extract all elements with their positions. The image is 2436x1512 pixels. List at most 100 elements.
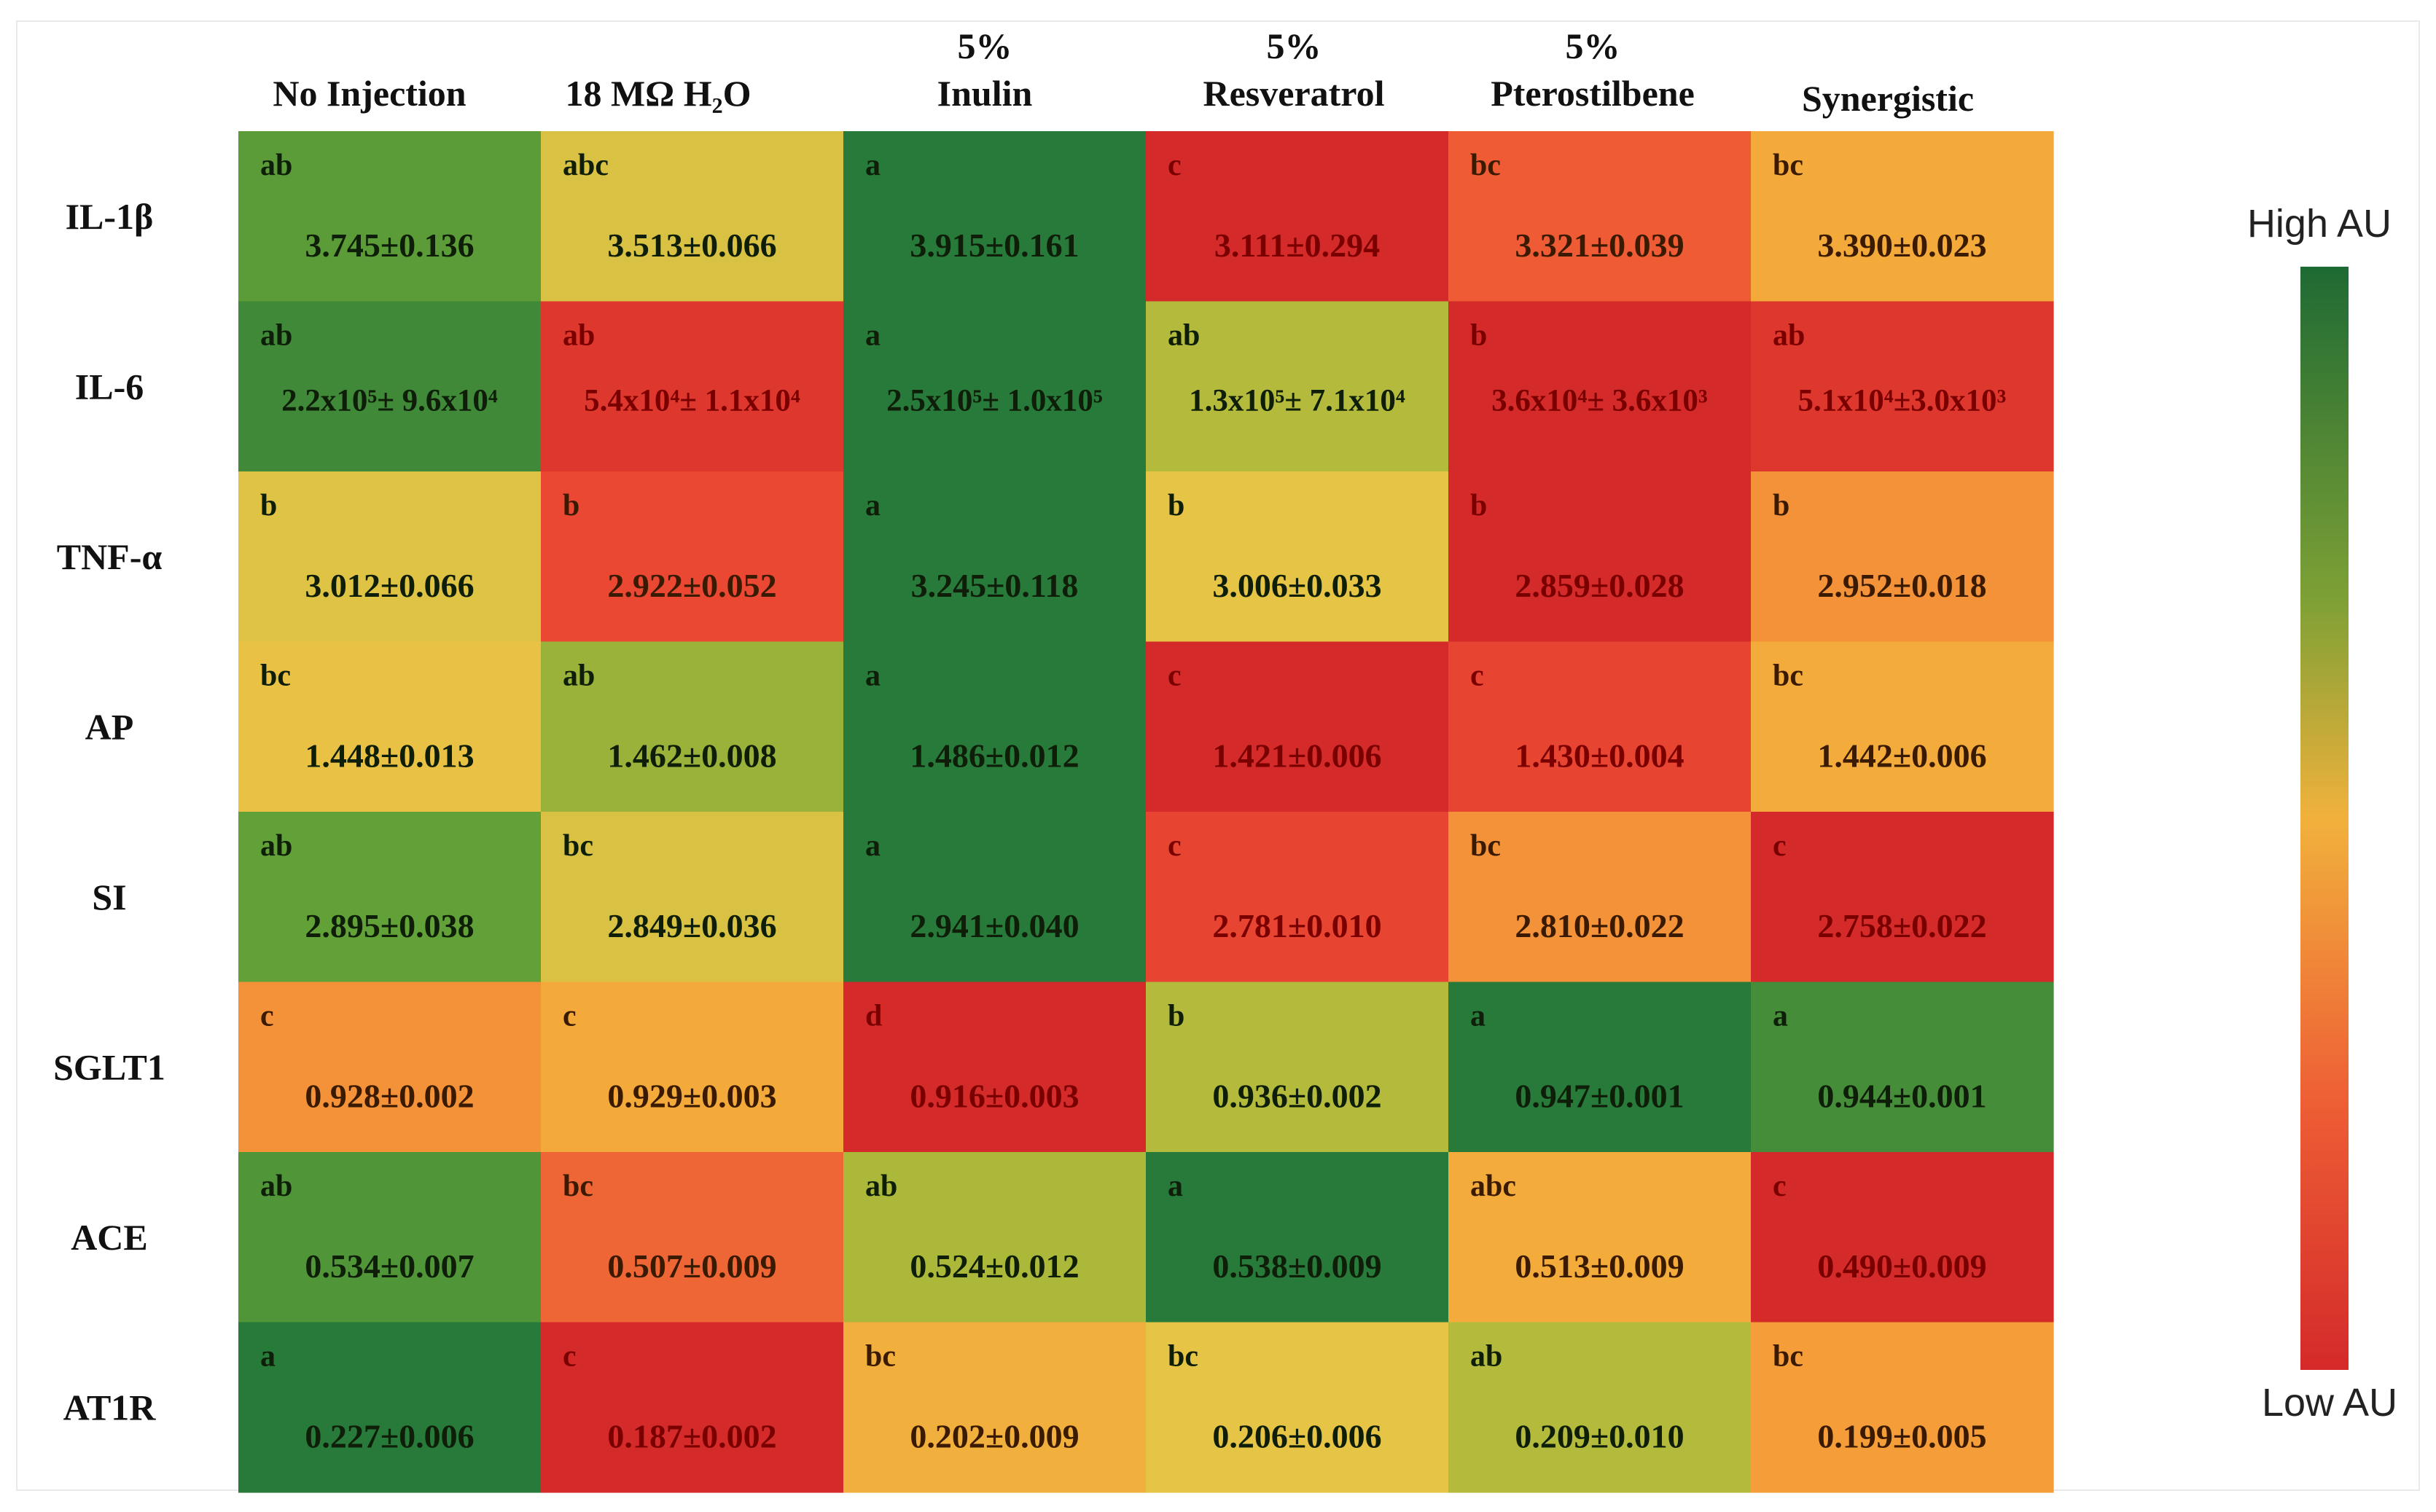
row-header-si: SI [92,877,126,917]
significance-label: bc [865,1340,896,1374]
cell-fill [1448,1152,1752,1323]
heatmap-cell: bc 2.849±0.036 [541,812,844,983]
cell-fill [238,812,542,983]
significance-label: c [1168,659,1182,693]
row-header-il-1: IL-1β [66,196,154,237]
cell-fill [1448,131,1752,302]
cell-value: 3.6x10⁴± 3.6x10³ [1491,384,1708,418]
significance-label: a [260,1340,276,1374]
significance-label: ab [260,149,292,182]
heatmap-cell: c 3.111±0.294 [1146,131,1449,302]
cell-fill [1146,1322,1449,1493]
significance-label: c [1168,149,1182,182]
cell-value: 2.952±0.018 [1817,567,1986,604]
cell-value: 2.2x10⁵± 9.6x10⁴ [281,384,498,418]
heatmap-cell: a 3.915±0.161 [843,131,1147,302]
heatmap-cell: bc 0.199±0.005 [1751,1322,2054,1493]
cell-value: 0.947±0.001 [1515,1078,1684,1115]
heatmap-cell: c 0.187±0.002 [541,1322,844,1493]
column-header-4: 5% Resveratrol [1203,26,1385,114]
cell-fill [1146,301,1449,472]
cell-value: 2.859±0.028 [1515,567,1684,604]
cell-value: 0.199±0.005 [1817,1418,1986,1455]
cell-fill [541,131,844,302]
heatmap-cell: bc 1.442±0.006 [1751,641,2054,812]
cell-value: 2.849±0.036 [607,907,776,944]
cell-value: 5.1x10⁴±3.0x10³ [1798,384,2007,418]
cell-fill [843,471,1147,643]
heatmap-cells: ab3.745±0.136abc3.513±0.066a3.915±0.161c… [238,131,2054,1493]
significance-label: c [1168,829,1182,863]
significance-label: ab [1168,319,1200,353]
heatmap-cell: c 1.430±0.004 [1448,641,1752,812]
cell-fill [1146,1152,1449,1323]
heatmap-cell: ab 1.462±0.008 [541,641,844,812]
significance-label: c [260,1000,274,1033]
cell-fill [1751,641,2054,812]
row-header-il-6: IL-6 [75,366,144,407]
cell-fill [1751,1152,2054,1323]
significance-label: a [1773,1000,1788,1033]
cell-fill [843,131,1147,302]
significance-label: c [563,1340,577,1374]
significance-label: d [865,1000,882,1033]
significance-label: bc [1773,659,1803,693]
cell-fill [843,982,1147,1153]
cell-fill [238,131,542,302]
row-header-at1r: AT1R [63,1387,157,1427]
cell-fill [541,812,844,983]
cell-value: 3.390±0.023 [1817,227,1986,264]
column-header-2: 18 MΩ H₂O [565,73,751,114]
cell-fill [541,471,844,643]
cell-value: 0.513±0.009 [1515,1247,1684,1285]
column-header-3: 5% Inulin [937,26,1033,114]
significance-label: b [1470,489,1487,522]
cell-value: 2.895±0.038 [305,907,474,944]
cell-value: 3.513±0.066 [607,227,776,264]
cell-value: 3.321±0.039 [1515,227,1684,264]
heatmap-cell: abc 3.513±0.066 [541,131,844,302]
cell-fill [1751,812,2054,983]
heatmap-cell: c 1.421±0.006 [1146,641,1449,812]
heatmap-cell: abc 0.513±0.009 [1448,1152,1752,1323]
heatmap-cell: ab 3.745±0.136 [238,131,542,302]
cell-fill [1146,641,1449,812]
significance-label: abc [563,149,609,182]
significance-label: a [865,149,881,182]
cell-fill [1448,812,1752,983]
heatmap-cell: a 0.227±0.006 [238,1322,542,1493]
cell-fill [1448,471,1752,643]
heatmap-cell: ab 5.1x10⁴±3.0x10³ [1751,301,2054,472]
cell-fill [1751,301,2054,472]
heatmap-cell: ab 2.895±0.038 [238,812,542,983]
legend-gradient-bar [2300,267,2349,1370]
significance-label: b [563,489,579,522]
cell-value: 5.4x10⁴± 1.1x10⁴ [584,384,800,418]
significance-label: b [1470,319,1487,353]
heatmap-cell: c 2.781±0.010 [1146,812,1449,983]
heatmap-cell: ab 1.3x10⁵± 7.1x10⁴ [1146,301,1449,472]
cell-value: 0.209±0.010 [1515,1418,1684,1455]
significance-label: a [1168,1170,1183,1203]
heatmap-cell: c 0.929±0.003 [541,982,844,1153]
column-headers: No Injection 18 MΩ H₂O 5% Inulin 5% Resveratr… [273,26,1974,119]
significance-label: bc [260,659,291,693]
cell-value: 0.928±0.002 [305,1078,474,1115]
cell-value: 1.486±0.012 [910,737,1079,775]
significance-label: ab [260,319,292,353]
row-header-tnf: TNF-α [57,536,163,577]
row-header-ace: ACE [71,1217,148,1258]
cell-fill [238,1322,542,1493]
heatmap-cell: c 0.490±0.009 [1751,1152,2054,1323]
cell-fill [238,471,542,643]
cell-value: 3.745±0.136 [305,227,474,264]
heatmap-cell: a 3.245±0.118 [843,471,1147,643]
color-legend: High AU Low AU [2247,202,2397,1425]
cell-fill [541,301,844,472]
heatmap-cell: b3.6x10⁴± 3.6x10³ [1448,301,1752,472]
significance-label: ab [260,829,292,863]
heatmap-cell: bc 0.206±0.006 [1146,1322,1449,1493]
heatmap-cell: ab 0.524±0.012 [843,1152,1147,1323]
significance-label: bc [1470,829,1501,863]
cell-value: 0.202±0.009 [910,1418,1079,1455]
